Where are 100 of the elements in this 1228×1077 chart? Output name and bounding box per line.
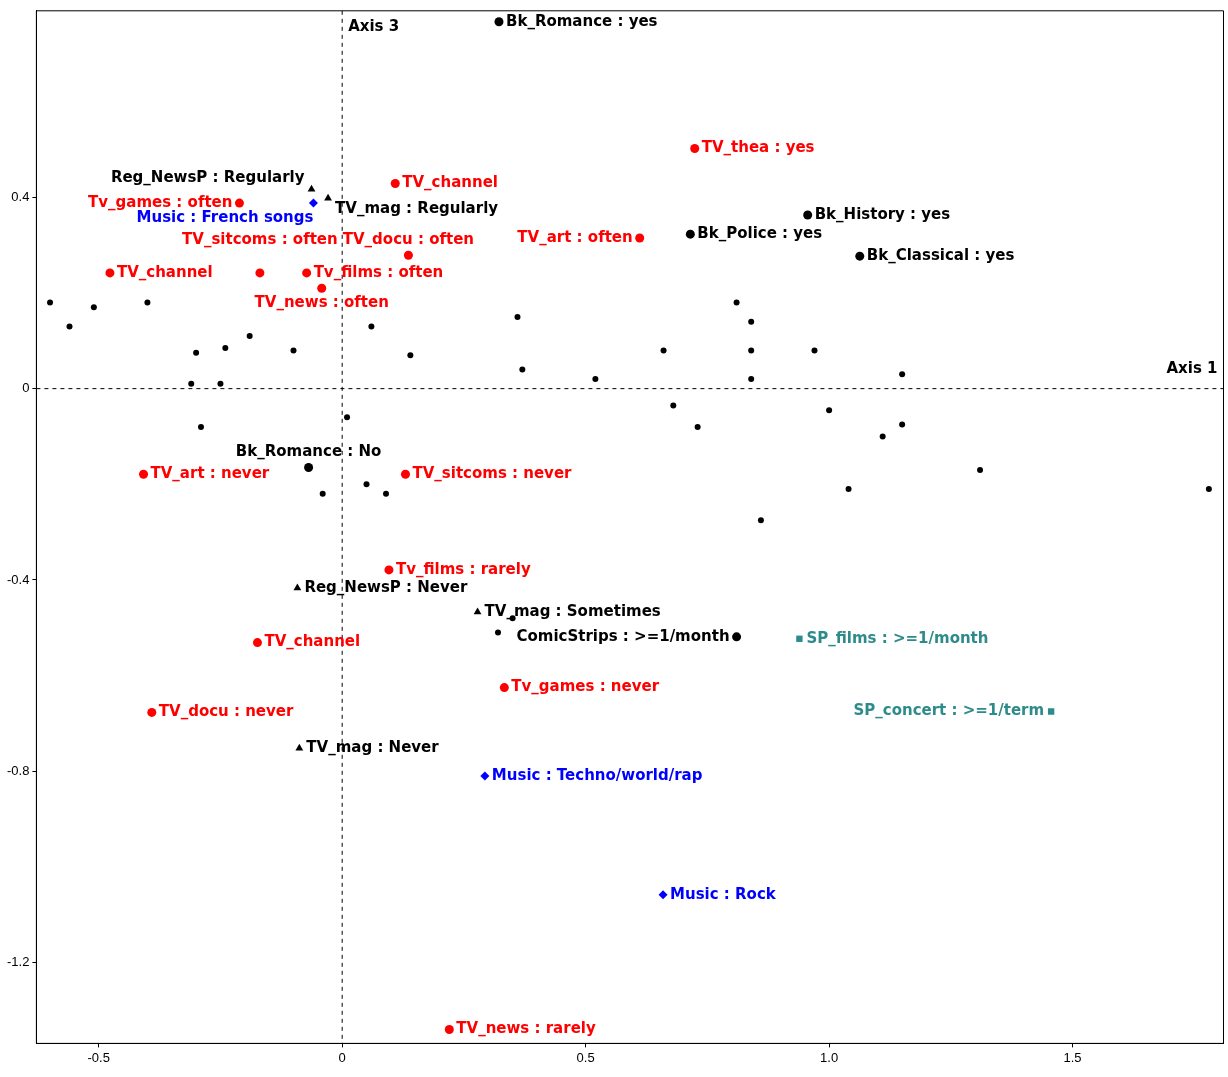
point [302, 268, 312, 278]
point [480, 771, 490, 781]
point [344, 414, 351, 421]
annotation: Reg_NewsP : Regularly [110, 168, 305, 187]
ref-line-label: Axis 3 [348, 16, 400, 35]
point [252, 638, 262, 648]
point [384, 565, 394, 575]
point [473, 607, 482, 615]
point [660, 347, 667, 354]
point [255, 268, 265, 278]
annotation: TV_mag : Regularly [335, 199, 499, 218]
annotation: TV_docu : often [342, 230, 475, 249]
point [90, 304, 97, 311]
annotation: Bk_Classical : yes [866, 246, 1015, 265]
point [66, 323, 73, 330]
point [368, 323, 375, 330]
point [222, 344, 229, 351]
point [47, 299, 54, 306]
annotation: SP_concert : >=1/term [853, 701, 1045, 720]
point [139, 469, 149, 479]
point [733, 299, 740, 306]
annotation: Tv_games : never [511, 677, 660, 696]
point [811, 347, 818, 354]
annotation: TV_docu : never [158, 702, 294, 721]
point [1047, 708, 1055, 715]
annotation: Music : Techno/world/rap [491, 765, 703, 784]
annotation: SP_films : >=1/month [806, 628, 989, 647]
point [105, 268, 115, 278]
x-tick-label: 1.5 [1063, 1049, 1082, 1065]
point [748, 376, 755, 383]
point [694, 423, 701, 430]
ref-line-label: Axis 1 [1166, 358, 1218, 377]
annotation: ComicStrips : >=1/month [516, 626, 730, 645]
annotation: TV_mag : Sometimes [484, 601, 661, 620]
annotation: Tv_films : rarely [395, 559, 531, 578]
point [879, 433, 886, 440]
y-tick-label: -0.8 [6, 762, 30, 778]
annotation: Bk_History : yes [814, 204, 951, 223]
y-tick-label: -0.4 [6, 571, 30, 587]
annotation: Bk_Police : yes [697, 224, 823, 243]
point [144, 299, 151, 306]
point [304, 463, 314, 473]
point [899, 371, 906, 378]
annotation: Reg_NewsP : Never [304, 577, 468, 596]
annotation: TV_mag : Never [306, 738, 440, 757]
annotation: TV_channel [116, 262, 213, 281]
point [295, 743, 304, 751]
point [193, 349, 200, 356]
x-tick-label: 0.5 [576, 1049, 595, 1065]
point [658, 890, 668, 900]
point [383, 490, 390, 497]
point [685, 229, 695, 239]
point [217, 380, 224, 387]
point [757, 517, 764, 524]
point [246, 333, 253, 340]
point [748, 318, 755, 325]
point [290, 347, 297, 354]
annotation: TV_news : rarely [456, 1019, 596, 1038]
point [407, 352, 414, 359]
x-tick-label: 0 [338, 1049, 346, 1065]
point [592, 376, 599, 383]
annotation: TV_art : often [517, 227, 633, 246]
x-tick-label: -0.5 [87, 1049, 110, 1065]
point [308, 198, 318, 208]
point [403, 250, 413, 260]
annotation: TV_channel [264, 632, 361, 651]
point [400, 469, 410, 479]
point [147, 707, 157, 717]
point [234, 198, 244, 208]
point [635, 233, 645, 243]
point [796, 635, 803, 642]
point [855, 251, 865, 261]
point [317, 283, 327, 293]
point [319, 490, 326, 497]
point [495, 629, 501, 636]
annotation: TV_sitcoms : never [412, 464, 573, 483]
point [324, 193, 332, 201]
annotation: Bk_Romance : No [235, 442, 382, 461]
point [899, 421, 906, 428]
point [670, 402, 677, 409]
point [845, 486, 852, 493]
y-tick-label: -1.2 [6, 954, 30, 970]
annotation: Music : Rock [670, 884, 777, 903]
point [499, 683, 509, 693]
point [519, 366, 526, 373]
annotation: TV_art : never [150, 464, 270, 483]
annotation: TV_thea : yes [701, 138, 815, 157]
y-tick-label: 0 [22, 380, 30, 396]
y-tick-label: 0.4 [11, 188, 30, 204]
annotation: TV_channel [402, 173, 498, 192]
point [494, 17, 504, 27]
point [514, 313, 521, 320]
annotation: Tv_films : often [313, 262, 444, 281]
annotation: TV_news : often [254, 293, 389, 312]
x-tick-label: 1.0 [820, 1049, 839, 1065]
annotation: Bk_Romance : yes [505, 11, 658, 30]
point [1205, 486, 1212, 493]
point [363, 481, 370, 488]
point [690, 144, 700, 154]
point [977, 466, 984, 473]
